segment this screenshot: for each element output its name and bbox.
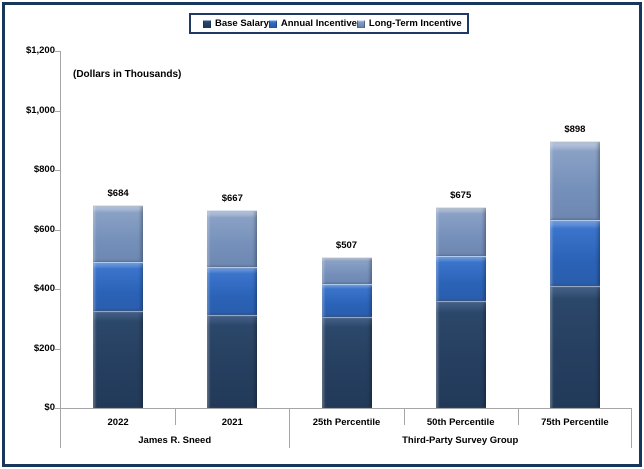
y-tick-mark bbox=[55, 110, 60, 112]
bar-segment-annual-incentive-25th-percentile bbox=[321, 283, 372, 317]
bar-segment-annual-incentive-75th-percentile bbox=[549, 220, 600, 286]
bar-total-label: $667 bbox=[221, 192, 243, 204]
group-divider-line bbox=[289, 409, 290, 448]
y-tick-mark bbox=[55, 289, 60, 290]
y-tick-mark bbox=[55, 170, 60, 171]
y-tick-label: $200 bbox=[33, 342, 55, 354]
category-label: 2021 bbox=[221, 417, 243, 428]
bar-segment-long-term-incentive-25th-percentile bbox=[321, 257, 372, 284]
y-tick-label: $600 bbox=[33, 223, 55, 235]
bar-segment-annual-incentive-2022 bbox=[93, 262, 144, 312]
bar-segment-annual-incentive-50th-percentile bbox=[435, 255, 486, 301]
base-salary-swatch-icon bbox=[203, 19, 211, 28]
bar-segment-long-term-incentive-2022 bbox=[93, 204, 144, 263]
legend-label-long-term-incentive: Long-Term Incentive bbox=[368, 18, 462, 29]
y-tick-label: $0 bbox=[44, 402, 55, 413]
bar-total-label: $675 bbox=[450, 190, 472, 202]
category-label: 2022 bbox=[107, 417, 129, 428]
legend-label-annual-incentive: Annual Incentive bbox=[280, 18, 357, 29]
category-tick-mark bbox=[175, 409, 176, 425]
y-tick-label: $800 bbox=[33, 164, 55, 175]
y-tick-label: $1,000 bbox=[25, 104, 55, 116]
bar-segment-base-salary-2022 bbox=[93, 311, 144, 408]
bar-segment-base-salary-2021 bbox=[207, 315, 258, 408]
bar-segment-base-salary-75th-percentile bbox=[549, 285, 600, 408]
bar-segment-base-salary-50th-percentile bbox=[435, 300, 486, 408]
bar-total-label: $898 bbox=[564, 123, 586, 135]
y-tick-mark bbox=[55, 348, 60, 350]
legend-item-annual-incentive: Annual Incentive bbox=[268, 18, 357, 29]
y-tick-mark bbox=[55, 408, 60, 409]
y-tick-mark bbox=[55, 229, 60, 231]
group-divider-line bbox=[631, 409, 632, 448]
bar-segment-long-term-incentive-75th-percentile bbox=[549, 140, 600, 221]
y-tick-label: $1,200 bbox=[25, 45, 55, 56]
category-label: 25th Percentile bbox=[312, 417, 381, 428]
annual-incentive-swatch-icon bbox=[268, 19, 277, 28]
category-label: 75th Percentile bbox=[541, 417, 609, 428]
bar-segment-long-term-incentive-50th-percentile bbox=[435, 207, 486, 256]
y-tick-mark bbox=[55, 51, 60, 52]
legend-item-base-salary: Base Salary bbox=[203, 18, 269, 29]
y-axis-line bbox=[60, 51, 61, 408]
long-term-incentive-swatch-icon bbox=[356, 19, 365, 28]
group-label: Third-Party Survey Group bbox=[402, 435, 519, 446]
bar-segment-annual-incentive-2021 bbox=[207, 266, 258, 316]
x-axis-line bbox=[60, 408, 632, 409]
bar-total-label: $507 bbox=[335, 240, 358, 252]
bar-segment-long-term-incentive-2021 bbox=[207, 209, 258, 267]
units-note: (Dollars in Thousands) bbox=[73, 69, 182, 80]
chart-legend: Base Salary Annual Incentive Long-Term I… bbox=[189, 13, 469, 34]
group-label: James R. Sneed bbox=[138, 435, 212, 446]
category-tick-mark bbox=[404, 409, 405, 425]
legend-item-long-term-incentive: Long-Term Incentive bbox=[356, 18, 462, 29]
y-tick-label: $400 bbox=[33, 283, 55, 294]
bar-segment-base-salary-25th-percentile bbox=[321, 316, 372, 408]
bar-total-label: $684 bbox=[107, 187, 129, 199]
group-divider-line bbox=[60, 409, 61, 448]
category-label: 50th Percentile bbox=[426, 417, 495, 428]
legend-label-base-salary: Base Salary bbox=[215, 18, 269, 29]
category-tick-mark bbox=[518, 409, 519, 425]
